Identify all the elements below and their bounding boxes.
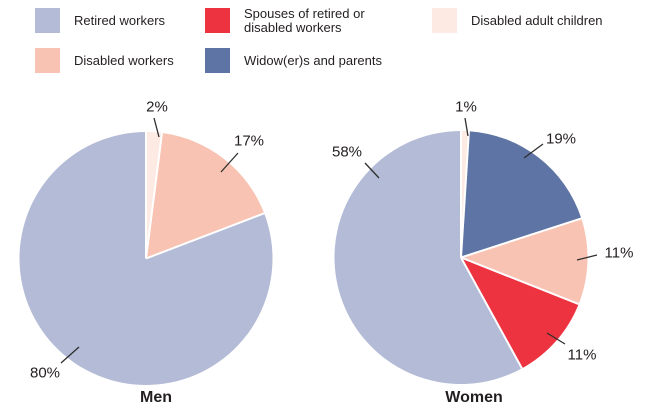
men-slice-label-disabled-workers: 17% <box>233 132 265 150</box>
label-leader-line <box>153 117 160 138</box>
label-leader-line <box>546 332 566 345</box>
legend-swatch-widowers-parents-icon <box>205 48 230 73</box>
legend-label-spouses: Spouses of retired or disabled workers <box>244 6 365 35</box>
slice-separator-line <box>460 131 470 258</box>
women-slice-label-retired-workers: 58% <box>331 143 363 161</box>
pie-title-women: Women <box>445 389 503 406</box>
women-slice-label-disabled-workers: 11% <box>604 244 634 262</box>
women-slice-label-spouses: 11% <box>567 346 597 364</box>
legend-item-retired-workers: Retired workers <box>35 8 165 33</box>
legend-item-spouses: Spouses of retired or disabled workers <box>205 7 366 34</box>
legend-swatch-disabled-adult-children-icon <box>432 8 457 33</box>
slice-separator-line <box>145 132 164 259</box>
legend-label-disabled-adult-children: Disabled adult children <box>471 12 603 28</box>
label-leader-line <box>464 117 469 137</box>
legend-label-disabled-workers: Disabled workers <box>74 52 174 68</box>
men-slice-label-retired-workers: 80% <box>29 364 61 382</box>
pie-slice-women-4 <box>334 131 522 384</box>
label-leader-line <box>364 162 380 179</box>
pie-slice-women-3 <box>461 257 579 369</box>
women-slice-label-widowers-parents: 19% <box>545 130 577 148</box>
label-leader-line <box>220 152 239 173</box>
legend-swatch-spouses-icon <box>205 8 230 34</box>
slice-separator-line <box>460 217 582 259</box>
legend-swatch-retired-workers-icon <box>35 8 60 33</box>
label-leader-line <box>523 143 544 159</box>
legend-swatch-disabled-workers-icon <box>35 48 60 73</box>
pie-slice-women-1 <box>461 131 582 258</box>
label-leader-line <box>576 254 598 261</box>
legend-item-widowers-parents: Widow(er)s and parents <box>205 48 382 73</box>
legend-label-widowers-parents: Widow(er)s and parents <box>244 52 382 68</box>
slice-separator-line <box>145 212 265 260</box>
legend-item-disabled-workers: Disabled workers <box>35 48 174 73</box>
legend-item-disabled-adult-children: Disabled adult children <box>432 8 603 33</box>
slice-separator-line <box>460 257 523 369</box>
pie-title-men: Men <box>140 389 172 406</box>
men-slice-label-disabled-adult-children: 2% <box>146 98 168 116</box>
label-leader-line <box>60 346 80 364</box>
slice-separator-line <box>460 256 579 305</box>
pie-slice-women-2 <box>461 218 588 305</box>
pie-slice-men-1 <box>146 133 265 259</box>
women-slice-label-disabled-adult-children: 1% <box>455 98 477 116</box>
legend-label-retired-workers: Retired workers <box>74 12 166 28</box>
